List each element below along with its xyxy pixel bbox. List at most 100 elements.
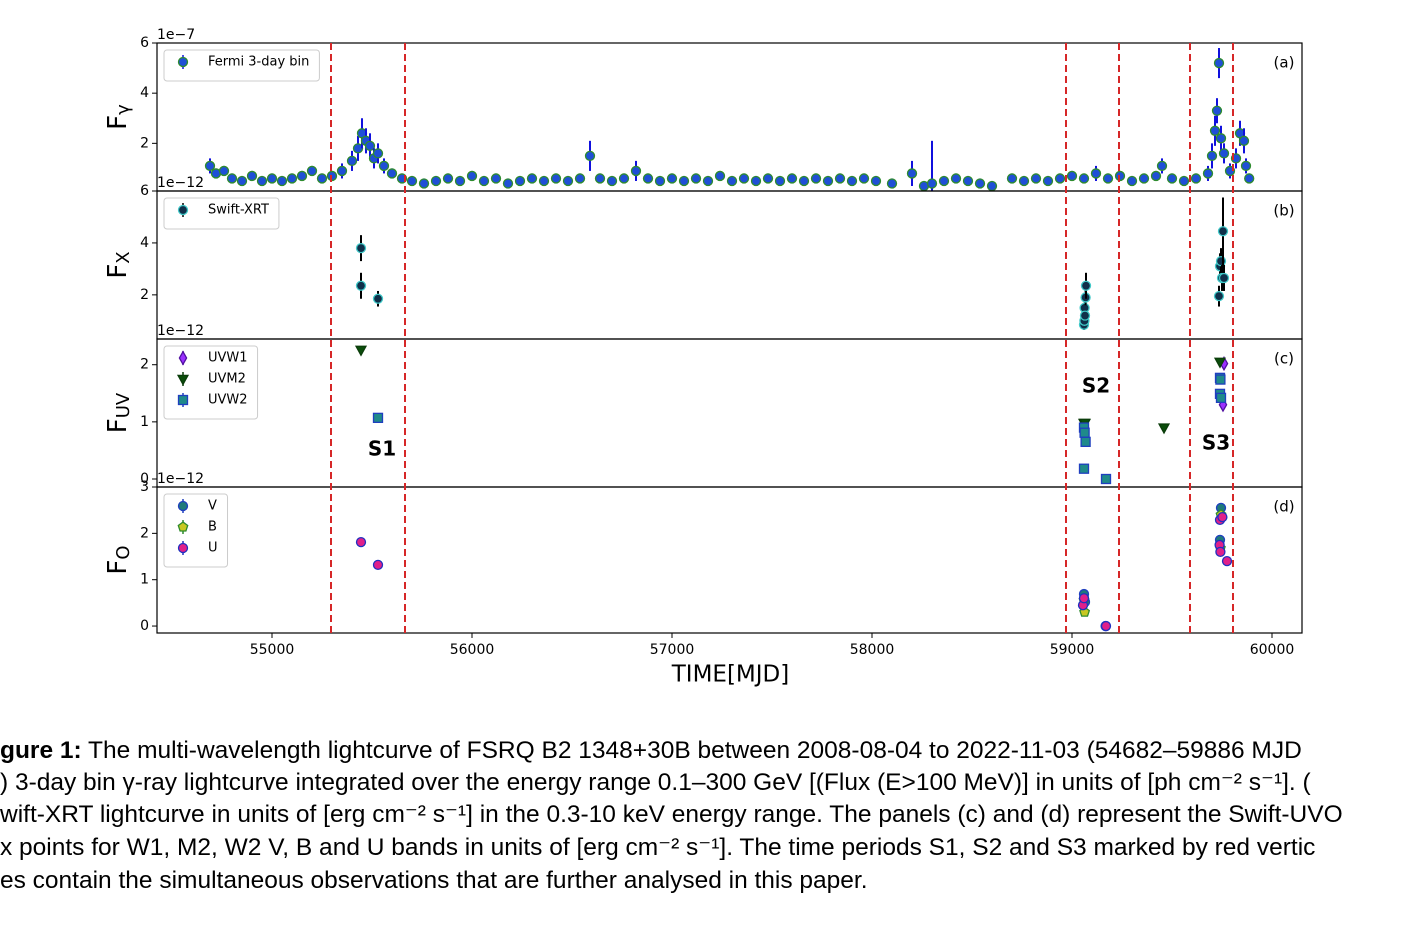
legend: Swift-XRT [163, 197, 280, 230]
marker [276, 175, 288, 187]
marker [1217, 511, 1228, 523]
marker [386, 168, 398, 179]
y-tick-label: 0 [140, 471, 149, 487]
marker [442, 173, 454, 184]
marker [886, 178, 898, 189]
caption-line: wift-XRT lightcurve in units of [erg cm⁻… [0, 801, 1343, 828]
marker [372, 148, 384, 159]
y-axis-label-sub: UV [113, 392, 134, 418]
marker [316, 173, 328, 184]
marker [1238, 135, 1250, 146]
annotation: S1 [368, 437, 396, 461]
marker [177, 521, 189, 532]
y-tick-label: 4 [140, 85, 149, 101]
caption-text: The multi-wavelength lightcurve of FSRQ … [81, 737, 1302, 764]
plot-area [355, 197, 1230, 330]
marker [538, 175, 550, 187]
offset-label: 1e−7 [157, 27, 195, 43]
caption-line: x points for W1, M2, W2 V, B and U bands… [0, 834, 1316, 861]
marker [690, 173, 702, 184]
marker [950, 173, 962, 184]
marker [594, 173, 606, 184]
marker [336, 165, 348, 177]
panel-label: (d) [1273, 498, 1294, 516]
marker [218, 165, 230, 177]
marker [296, 170, 308, 182]
y-axis-label-main: F [103, 418, 133, 433]
marker [1240, 160, 1252, 172]
legend-label: UVW2 [208, 393, 248, 408]
marker [834, 173, 846, 184]
y-tick-label: 2 [140, 287, 149, 303]
marker [1202, 168, 1214, 179]
marker [1206, 150, 1218, 162]
y-axis-label: FUV [103, 392, 135, 433]
x-tick-label: 55000 [250, 642, 295, 658]
marker [762, 173, 774, 184]
y-tick-label: 1 [140, 572, 149, 588]
marker [846, 175, 858, 187]
x-tick-label: 59000 [1050, 642, 1095, 658]
y-tick-label: 3 [140, 479, 149, 495]
marker [478, 175, 490, 187]
plot-area [204, 48, 1255, 191]
marker [177, 204, 189, 216]
y-axis-label-sub: X [113, 251, 134, 263]
panel-frame [156, 42, 1303, 192]
marker [986, 180, 998, 191]
marker [514, 175, 526, 187]
marker [822, 175, 834, 187]
marker [1213, 357, 1227, 369]
offset-label: 1e−12 [157, 323, 204, 339]
legend: UVW1 UVM2 UVW2 [163, 345, 259, 420]
marker [606, 175, 618, 187]
legend: Fermi 3-day bin [163, 49, 320, 82]
caption-line: es contain the simultaneous observations… [0, 867, 868, 894]
legend-box [163, 493, 229, 568]
y-axis-label: Fγ [103, 104, 135, 130]
y-tick-label: 1 [140, 414, 149, 430]
marker [1078, 593, 1090, 604]
marker [1215, 255, 1227, 267]
marker [1100, 620, 1112, 632]
marker [178, 350, 188, 366]
marker [1215, 374, 1226, 385]
marker [286, 173, 298, 184]
x-axis-label: TIME[MJD] [671, 662, 790, 688]
marker [1215, 392, 1227, 404]
caption-line: ) 3-day bin γ-ray lightcurve integrated … [0, 769, 1311, 796]
marker [354, 345, 368, 357]
marker [1218, 148, 1230, 159]
marker [750, 175, 762, 187]
marker [810, 173, 822, 184]
marker [1211, 105, 1223, 116]
marker [1221, 556, 1233, 567]
marker [678, 175, 690, 187]
marker [454, 175, 466, 187]
marker [1078, 173, 1090, 184]
marker [406, 175, 418, 187]
marker [858, 173, 870, 184]
caption-line: gure 1: The multi-wavelength lightcurve … [0, 736, 1420, 766]
marker [630, 165, 642, 177]
marker [1080, 280, 1092, 291]
marker [256, 175, 268, 187]
y-axis-label-sub: γ [113, 104, 134, 115]
marker [1080, 436, 1091, 448]
marker [346, 155, 358, 167]
caption-label: gure 1: [0, 737, 82, 764]
marker [1102, 173, 1114, 184]
marker [490, 173, 502, 184]
y-tick-label: 2 [140, 135, 149, 151]
y-tick-label: 2 [140, 357, 149, 373]
plot-area [355, 502, 1233, 632]
marker [1042, 175, 1054, 187]
marker [204, 160, 216, 172]
marker [584, 150, 596, 162]
marker [1018, 175, 1030, 187]
annotation: S3 [1202, 431, 1230, 455]
marker [1156, 160, 1168, 172]
y-axis-label-sub: O [113, 545, 134, 559]
